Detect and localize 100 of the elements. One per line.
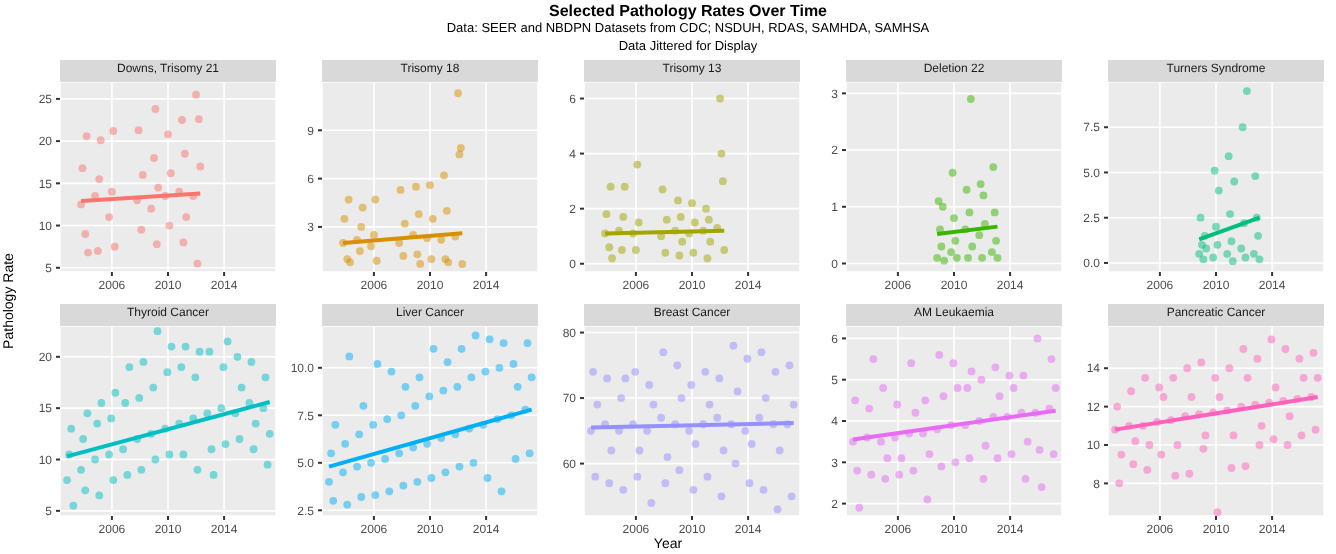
point	[221, 440, 230, 449]
point	[265, 429, 274, 438]
point	[620, 182, 629, 191]
point	[1214, 186, 1223, 195]
point	[775, 446, 784, 455]
point	[455, 462, 464, 471]
point	[192, 90, 200, 99]
point	[429, 344, 438, 353]
point	[1257, 421, 1266, 430]
point	[105, 213, 113, 222]
point	[125, 363, 134, 371]
point	[990, 208, 999, 217]
point	[967, 367, 976, 376]
point	[416, 260, 425, 268]
point	[359, 401, 368, 410]
point	[369, 231, 378, 239]
point	[139, 358, 148, 366]
point	[1271, 383, 1280, 392]
point	[527, 373, 536, 382]
point	[631, 367, 640, 376]
point	[137, 465, 146, 474]
point	[703, 254, 712, 263]
point	[601, 229, 609, 238]
point	[331, 420, 340, 429]
point	[761, 394, 770, 402]
point	[1229, 431, 1238, 440]
point	[977, 375, 986, 384]
point	[676, 213, 685, 221]
point	[1005, 371, 1014, 380]
point	[1269, 435, 1278, 444]
point	[521, 405, 530, 414]
point	[153, 327, 162, 336]
point	[589, 367, 598, 376]
point	[1227, 237, 1236, 246]
point	[685, 229, 694, 238]
point	[950, 214, 958, 223]
point	[495, 363, 504, 372]
point	[949, 359, 958, 368]
point	[1252, 213, 1261, 222]
point	[191, 373, 200, 382]
point	[325, 477, 333, 486]
point	[1049, 450, 1058, 458]
point	[699, 420, 708, 429]
point	[1157, 450, 1166, 459]
point	[853, 466, 862, 475]
point	[673, 361, 682, 370]
point	[84, 248, 92, 257]
point	[439, 386, 448, 395]
point	[1195, 410, 1204, 419]
point	[617, 394, 626, 402]
point	[179, 450, 188, 459]
point	[715, 374, 724, 383]
point	[989, 163, 998, 171]
point	[81, 486, 90, 495]
point	[1155, 383, 1164, 392]
point	[1195, 250, 1204, 258]
point	[149, 383, 158, 392]
point	[147, 429, 156, 438]
point	[367, 242, 375, 251]
point	[1293, 395, 1302, 403]
point	[97, 399, 106, 407]
point	[936, 225, 944, 234]
point	[649, 400, 658, 409]
point	[966, 95, 975, 103]
point	[442, 206, 451, 215]
point	[340, 214, 349, 223]
point	[203, 409, 212, 418]
point	[869, 355, 878, 363]
point	[1227, 464, 1236, 472]
point	[523, 339, 532, 347]
point	[223, 337, 232, 346]
point	[467, 373, 476, 382]
point	[663, 453, 672, 461]
point	[934, 197, 943, 205]
point	[453, 382, 462, 391]
point	[979, 474, 988, 483]
point	[608, 254, 616, 263]
point	[193, 259, 202, 268]
point	[987, 248, 996, 257]
point	[688, 199, 696, 208]
point	[409, 443, 418, 452]
point	[991, 363, 1000, 372]
point	[413, 477, 422, 486]
point	[251, 419, 260, 428]
point	[647, 499, 656, 507]
point	[976, 180, 985, 188]
point	[1197, 358, 1206, 367]
point	[401, 382, 410, 391]
point	[1238, 123, 1247, 132]
point	[1117, 450, 1126, 459]
point	[951, 236, 960, 245]
point	[1209, 408, 1218, 417]
point	[1033, 334, 1042, 343]
point	[938, 202, 947, 211]
point	[443, 358, 452, 366]
point	[1202, 244, 1211, 253]
point	[933, 253, 942, 262]
point	[81, 230, 90, 238]
point	[385, 487, 394, 496]
point	[606, 182, 615, 191]
